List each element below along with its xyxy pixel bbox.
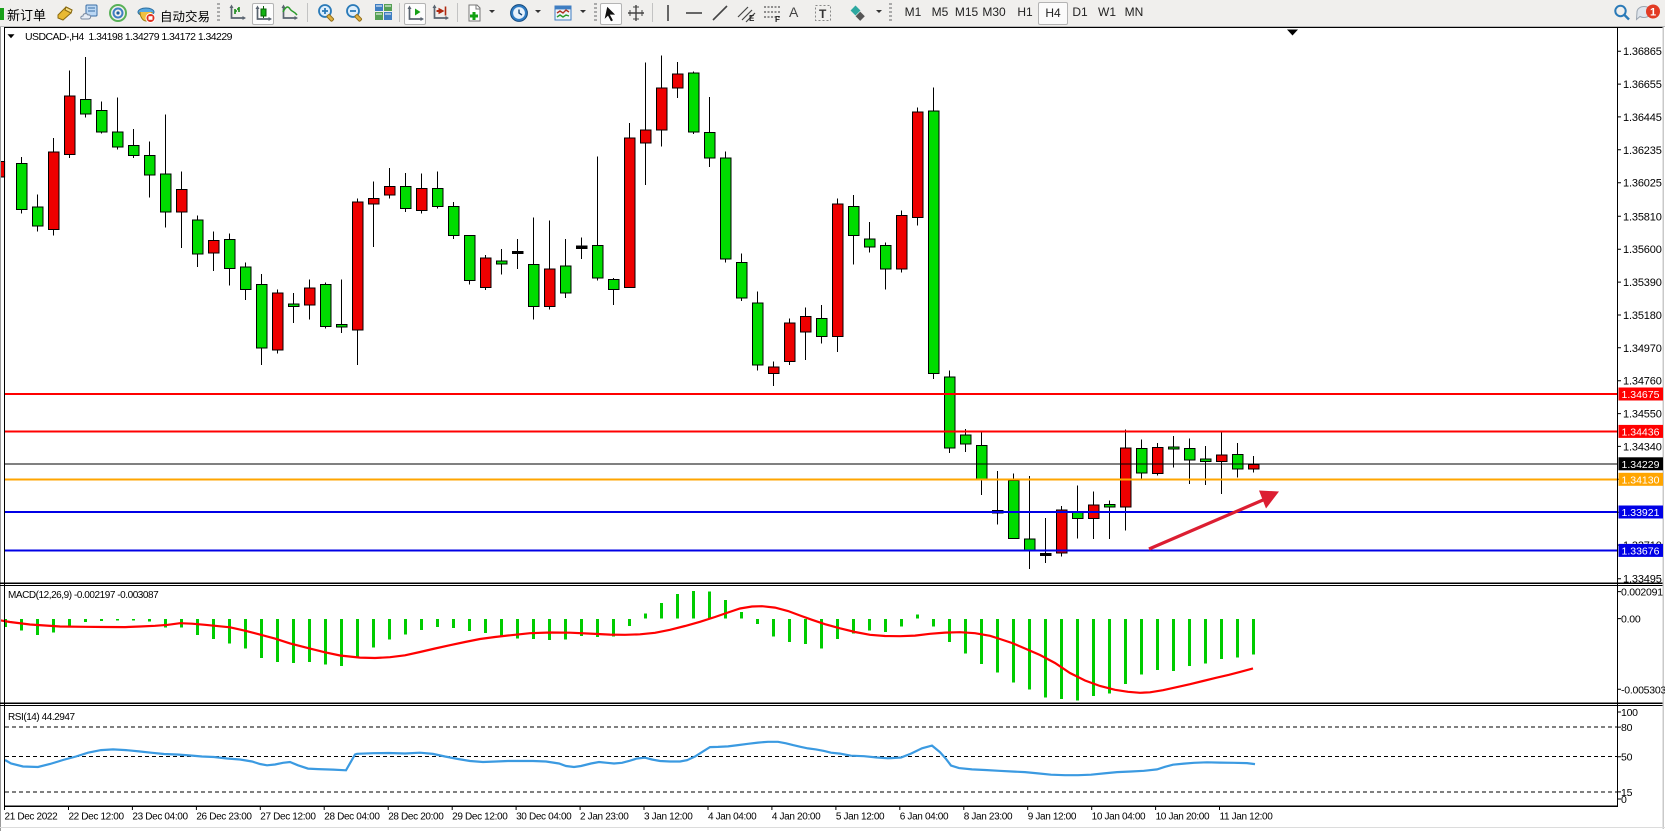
svg-text:1.36865: 1.36865 <box>1623 46 1662 58</box>
svg-text:0.00: 0.00 <box>1621 614 1641 626</box>
svg-text:1.35810: 1.35810 <box>1623 211 1662 223</box>
svg-text:3 Jan 12:00: 3 Jan 12:00 <box>644 812 693 823</box>
svg-text:26 Dec 23:00: 26 Dec 23:00 <box>196 812 252 823</box>
svg-text:28 Dec 04:00: 28 Dec 04:00 <box>324 812 380 823</box>
svg-text:1.33495: 1.33495 <box>1623 574 1662 586</box>
svg-text:9 Jan 12:00: 9 Jan 12:00 <box>1028 812 1077 823</box>
svg-text:21 Dec 2022: 21 Dec 2022 <box>5 812 59 823</box>
svg-text:30 Dec 04:00: 30 Dec 04:00 <box>516 812 572 823</box>
svg-text:11 Jan 12:00: 11 Jan 12:00 <box>1220 812 1274 823</box>
svg-text:23 Dec 04:00: 23 Dec 04:00 <box>132 812 188 823</box>
svg-text:80: 80 <box>1621 722 1633 734</box>
svg-text:T: T <box>819 7 827 21</box>
svg-text:1.35600: 1.35600 <box>1623 244 1662 256</box>
svg-text:1.34130: 1.34130 <box>1622 474 1660 486</box>
svg-text:29 Dec 12:00: 29 Dec 12:00 <box>452 812 508 823</box>
svg-text:MACD(12,26,9) -0.002197 -0.003: MACD(12,26,9) -0.002197 -0.003087 <box>8 590 159 601</box>
svg-text:6 Jan 04:00: 6 Jan 04:00 <box>900 812 949 823</box>
svg-text:1.36025: 1.36025 <box>1623 178 1662 190</box>
svg-text:1.36655: 1.36655 <box>1623 79 1662 91</box>
svg-text:5 Jan 12:00: 5 Jan 12:00 <box>836 812 885 823</box>
svg-text:4 Jan 04:00: 4 Jan 04:00 <box>708 812 757 823</box>
svg-text:27 Dec 12:00: 27 Dec 12:00 <box>260 812 316 823</box>
svg-text:2 Jan 23:00: 2 Jan 23:00 <box>580 812 629 823</box>
svg-text:10 Jan 20:00: 10 Jan 20:00 <box>1156 812 1210 823</box>
svg-text:RSI(14) 44.2947: RSI(14) 44.2947 <box>8 712 76 723</box>
svg-text:50: 50 <box>1621 752 1633 764</box>
svg-text:1.34550: 1.34550 <box>1623 409 1662 421</box>
svg-text:1.34760: 1.34760 <box>1623 376 1662 388</box>
svg-text:1.36445: 1.36445 <box>1623 112 1662 124</box>
svg-text:8 Jan 23:00: 8 Jan 23:00 <box>964 812 1013 823</box>
svg-text:1.34229: 1.34229 <box>1622 459 1660 471</box>
svg-text:1.35390: 1.35390 <box>1623 277 1662 289</box>
svg-text:F: F <box>775 15 780 23</box>
svg-text:1.36235: 1.36235 <box>1623 145 1662 157</box>
svg-text:0.002091: 0.002091 <box>1621 587 1663 599</box>
svg-text:1: 1 <box>1650 7 1656 19</box>
svg-text:100: 100 <box>1621 707 1638 719</box>
svg-text:E: E <box>749 14 755 23</box>
svg-text:22 Dec 12:00: 22 Dec 12:00 <box>68 812 124 823</box>
svg-text:1.35180: 1.35180 <box>1623 310 1662 322</box>
svg-text:28 Dec 20:00: 28 Dec 20:00 <box>388 812 444 823</box>
svg-text:1.33676: 1.33676 <box>1622 545 1660 557</box>
svg-text:1.34675: 1.34675 <box>1622 389 1660 401</box>
svg-text:15: 15 <box>1621 787 1633 799</box>
svg-text:-0.005303: -0.005303 <box>1621 684 1665 696</box>
svg-text:0: 0 <box>1621 794 1627 806</box>
svg-text:USDCAD-,H4 1.34198 1.34279 1.: USDCAD-,H4 1.34198 1.34279 1.34172 1.342… <box>25 31 233 43</box>
svg-text:1.34436: 1.34436 <box>1622 426 1660 438</box>
svg-text:4 Jan 20:00: 4 Jan 20:00 <box>772 812 821 823</box>
svg-text:10 Jan 04:00: 10 Jan 04:00 <box>1092 812 1146 823</box>
svg-text:1.34340: 1.34340 <box>1623 441 1662 453</box>
svg-text:1.34970: 1.34970 <box>1623 343 1662 355</box>
svg-text:1.33921: 1.33921 <box>1622 507 1660 519</box>
